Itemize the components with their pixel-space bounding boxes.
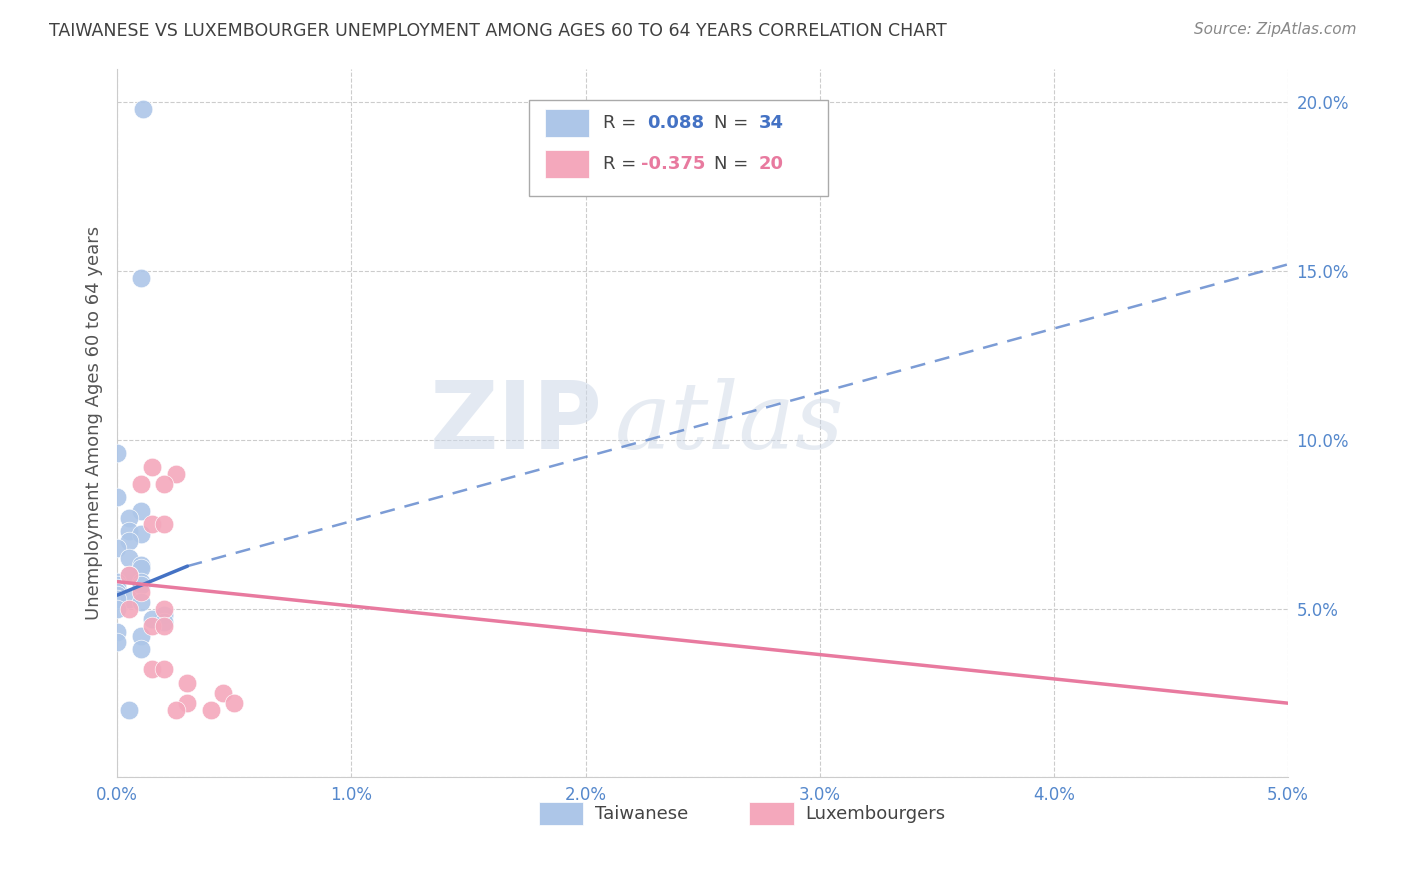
Point (129, 270, 152, 285)
Text: ZIP: ZIP (430, 377, 603, 469)
Point (141, 517, 163, 532)
Point (105, 490, 128, 504)
Point (165, 467, 187, 481)
Point (224, 696, 246, 710)
Point (105, 591, 128, 606)
Point (153, 662, 176, 676)
Point (105, 625, 128, 640)
Point (153, 615, 176, 629)
Bar (538, 802, 583, 825)
Text: 20: 20 (759, 155, 783, 173)
Text: R =: R = (603, 155, 643, 173)
Point (141, 662, 163, 676)
Text: Luxembourgers: Luxembourgers (806, 805, 946, 822)
Point (118, 703, 141, 717)
Point (118, 568, 141, 582)
Point (105, 635, 128, 649)
Point (105, 588, 128, 602)
Text: atlas: atlas (614, 378, 844, 468)
Point (129, 595, 152, 609)
Point (105, 578, 128, 592)
Text: R =: R = (603, 114, 643, 132)
Point (105, 446, 128, 460)
Point (129, 629, 152, 643)
Point (105, 584, 128, 599)
Point (141, 612, 163, 626)
Text: N =: N = (714, 114, 754, 132)
Point (176, 676, 198, 690)
Point (105, 574, 128, 589)
Point (105, 582, 128, 596)
Point (176, 696, 198, 710)
Y-axis label: Unemployment Among Ages 60 to 64 years: Unemployment Among Ages 60 to 64 years (86, 226, 103, 620)
Text: N =: N = (714, 155, 754, 173)
Point (118, 534, 141, 549)
FancyBboxPatch shape (529, 101, 828, 196)
Point (211, 686, 233, 700)
Point (118, 601, 141, 615)
Text: -0.375: -0.375 (641, 155, 704, 173)
Point (118, 591, 141, 606)
Bar (544, 109, 589, 137)
Bar (544, 150, 589, 178)
Point (200, 703, 222, 717)
Point (105, 541, 128, 555)
Text: Source: ZipAtlas.com: Source: ZipAtlas.com (1194, 22, 1357, 37)
Point (129, 561, 152, 575)
Point (118, 568, 141, 582)
Point (129, 642, 152, 657)
Point (129, 476, 152, 491)
Point (129, 527, 152, 541)
Text: 34: 34 (759, 114, 783, 132)
Point (153, 618, 176, 632)
Point (141, 459, 163, 474)
Point (129, 558, 152, 572)
Point (165, 703, 187, 717)
Point (129, 584, 152, 599)
Point (153, 476, 176, 491)
Point (129, 574, 152, 589)
Point (153, 608, 176, 623)
Point (153, 601, 176, 615)
Bar (749, 802, 794, 825)
Point (118, 524, 141, 538)
Point (118, 510, 141, 524)
Text: Taiwanese: Taiwanese (595, 805, 688, 822)
Point (105, 601, 128, 615)
Point (129, 504, 152, 518)
Text: 0.088: 0.088 (648, 114, 704, 132)
Point (118, 551, 141, 566)
Point (105, 584, 128, 599)
Point (129, 578, 152, 592)
Point (153, 517, 176, 532)
Point (132, 102, 155, 116)
Text: TAIWANESE VS LUXEMBOURGER UNEMPLOYMENT AMONG AGES 60 TO 64 YEARS CORRELATION CHA: TAIWANESE VS LUXEMBOURGER UNEMPLOYMENT A… (49, 22, 948, 40)
Point (141, 618, 163, 632)
